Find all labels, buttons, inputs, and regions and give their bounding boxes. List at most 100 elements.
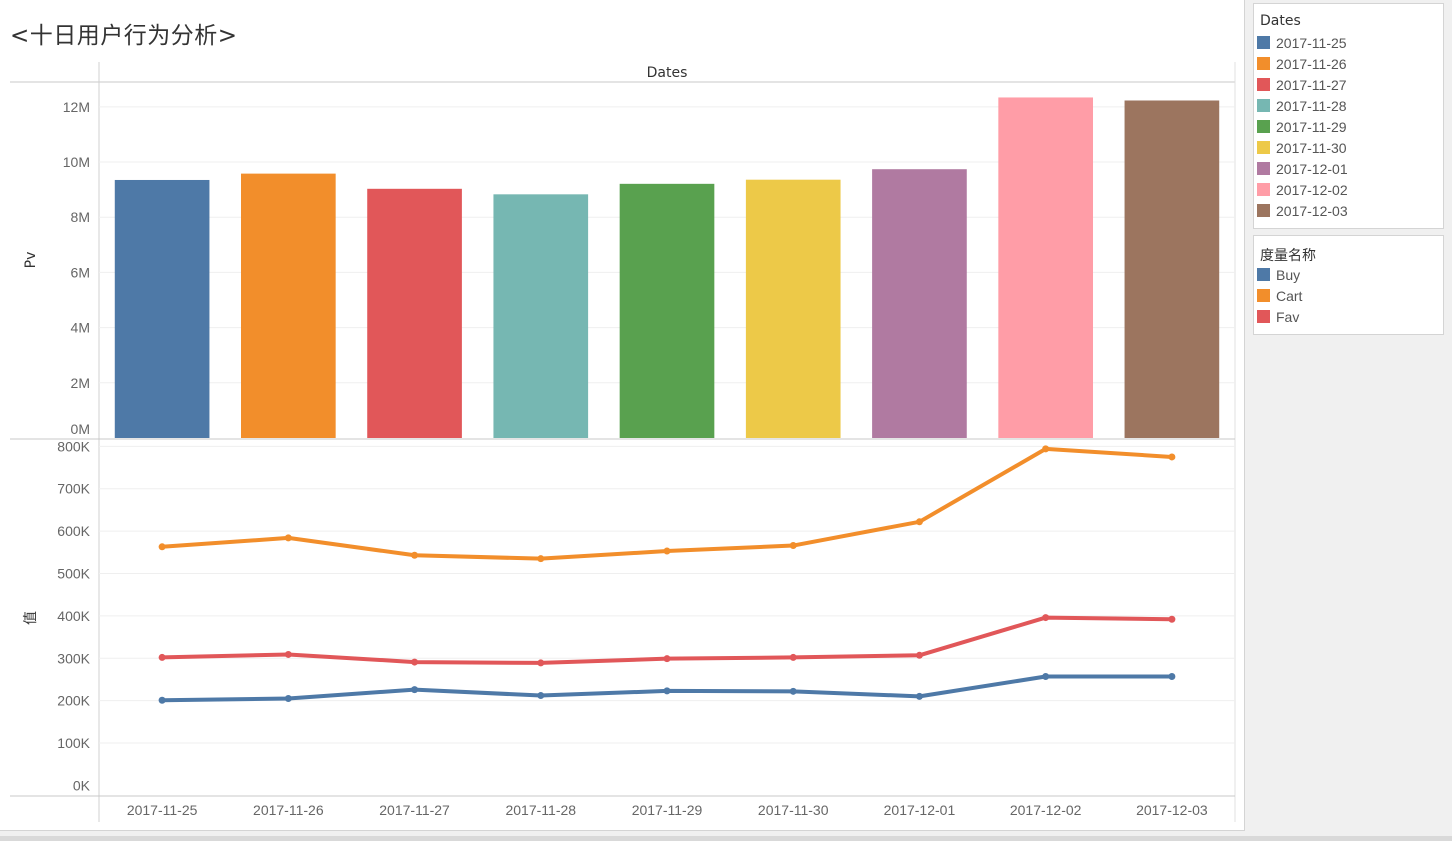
dashboard-title: <十日用户行为分析> xyxy=(10,23,238,49)
bar-y-tick-label: 6M xyxy=(71,264,90,280)
bar-y-tick-label: 8M xyxy=(71,209,90,225)
legend-label: Buy xyxy=(1276,266,1301,283)
legend-label: Cart xyxy=(1276,287,1303,304)
x-tick-label: 2017-11-25 xyxy=(127,802,198,818)
chart-area: Dates 0M 2M 4M 6M 8M 10M 12M Pv 0K 100K 200K 300K 400… xyxy=(10,62,1236,822)
line-y-tick-label: 100K xyxy=(57,735,90,751)
bar-y-tick-label: 12M xyxy=(63,99,90,115)
point-cart xyxy=(411,551,419,559)
legend-label: 2017-12-02 xyxy=(1276,181,1348,198)
point-buy xyxy=(915,692,923,700)
point-buy xyxy=(789,687,797,695)
dates-legend: Dates 2017-11-25 2017-11-26 2017-11-27 2017… xyxy=(1253,3,1444,229)
point-buy xyxy=(411,686,419,694)
legend-item[interactable]: 2017-12-02 xyxy=(1254,179,1443,200)
line-y-tick-label: 700K xyxy=(57,481,90,497)
legend-swatch xyxy=(1257,99,1270,112)
line-y-tick-label: 0K xyxy=(73,777,91,793)
line-y-tick-label: 200K xyxy=(57,693,90,709)
line-y-axis-label: 值 xyxy=(23,611,39,625)
x-tick-label: 2017-11-26 xyxy=(253,802,324,818)
legend-swatch xyxy=(1257,162,1270,175)
legend-item[interactable]: 2017-11-28 xyxy=(1254,95,1443,116)
bar-2017-11-27 xyxy=(367,188,462,438)
point-cart xyxy=(1042,445,1050,453)
legend-item[interactable]: 2017-11-27 xyxy=(1254,74,1443,95)
x-tick-label: 2017-12-03 xyxy=(1136,802,1208,818)
measures-legend-title: 度量名称 xyxy=(1260,248,1316,264)
legend-label: 2017-11-28 xyxy=(1276,97,1347,114)
point-buy xyxy=(537,692,545,700)
legend-item[interactable]: 2017-11-26 xyxy=(1254,53,1443,74)
bar-2017-11-25 xyxy=(114,179,210,438)
bar-2017-11-29 xyxy=(619,183,715,438)
legend-swatch xyxy=(1257,310,1270,323)
legend-swatch xyxy=(1257,36,1270,49)
legend-swatch xyxy=(1257,183,1270,196)
point-buy xyxy=(284,695,292,703)
dashboard-panel: <十日用户行为分析> Dates 0M 2M 4M 6M 8M 10M 12M Pv 0K 100K… xyxy=(0,0,1245,831)
line-y-tick-label: 800K xyxy=(57,438,90,454)
legend-label: 2017-11-27 xyxy=(1276,76,1347,93)
legend-item[interactable]: Buy xyxy=(1254,264,1443,285)
status-bar xyxy=(0,836,1452,841)
point-cart xyxy=(1168,453,1176,461)
bar-2017-12-01 xyxy=(872,169,967,438)
bar-y-axis-label: Pv xyxy=(23,252,39,269)
line-y-tick-label: 300K xyxy=(57,650,90,666)
legend-swatch xyxy=(1257,57,1270,70)
point-fav xyxy=(537,659,545,667)
legend-label: 2017-12-03 xyxy=(1276,202,1348,219)
legend-item[interactable]: 2017-12-03 xyxy=(1254,200,1443,221)
point-fav xyxy=(663,655,671,663)
point-fav xyxy=(158,653,166,661)
legend-label: 2017-11-25 xyxy=(1276,34,1347,51)
legend-item[interactable]: 2017-12-01 xyxy=(1254,158,1443,179)
bar-2017-11-28 xyxy=(493,194,589,438)
x-tick-label: 2017-11-29 xyxy=(632,802,703,818)
bar-y-tick-label: 10M xyxy=(63,154,90,170)
legend-swatch xyxy=(1257,78,1270,91)
legend-label: 2017-11-26 xyxy=(1276,55,1347,72)
dates-legend-title: Dates xyxy=(1260,13,1301,29)
dates-legend-items: 2017-11-25 2017-11-26 2017-11-27 2017-11-28… xyxy=(1254,29,1443,221)
series-line-cart xyxy=(160,446,1174,561)
legend-swatch xyxy=(1257,120,1270,133)
bar-2017-12-03 xyxy=(1124,100,1220,438)
x-tick-label: 2017-11-27 xyxy=(379,802,450,818)
x-tick-label: 2017-11-30 xyxy=(758,802,829,818)
point-fav xyxy=(1042,614,1050,622)
point-fav xyxy=(789,653,797,661)
point-cart xyxy=(663,547,671,555)
point-cart xyxy=(915,518,923,526)
legend-item[interactable]: 2017-11-29 xyxy=(1254,116,1443,137)
bar-y-tick-label: 0M xyxy=(71,421,90,437)
point-fav xyxy=(284,650,292,658)
legend-swatch xyxy=(1257,289,1270,302)
point-buy xyxy=(1042,672,1050,680)
point-cart xyxy=(537,555,545,563)
legend-item[interactable]: Cart xyxy=(1254,285,1443,306)
line-y-tick-label: 400K xyxy=(57,608,90,624)
point-fav xyxy=(411,658,419,666)
x-tick-label: 2017-12-02 xyxy=(1010,802,1082,818)
legend-label: 2017-12-01 xyxy=(1276,160,1348,177)
measures-legend: 度量名称 Buy Cart Fav xyxy=(1253,235,1444,335)
point-buy xyxy=(1168,672,1176,680)
legend-swatch xyxy=(1257,204,1270,217)
legend-item[interactable]: 2017-11-30 xyxy=(1254,137,1443,158)
legend-swatch xyxy=(1257,268,1270,281)
legend-label: Fav xyxy=(1276,308,1300,325)
legend-item[interactable]: 2017-11-25 xyxy=(1254,32,1443,53)
point-cart xyxy=(789,542,797,550)
measures-legend-items: Buy Cart Fav xyxy=(1254,261,1443,327)
legend-item[interactable]: Fav xyxy=(1254,306,1443,327)
bar-2017-12-02 xyxy=(998,97,1093,439)
line-y-tick-label: 600K xyxy=(57,523,90,539)
point-cart xyxy=(284,534,292,542)
legend-label: 2017-11-29 xyxy=(1276,118,1347,135)
legend-swatch xyxy=(1257,141,1270,154)
bar-y-tick-label: 2M xyxy=(71,375,90,391)
point-fav xyxy=(1168,615,1176,623)
bar-2017-11-26 xyxy=(241,173,336,438)
